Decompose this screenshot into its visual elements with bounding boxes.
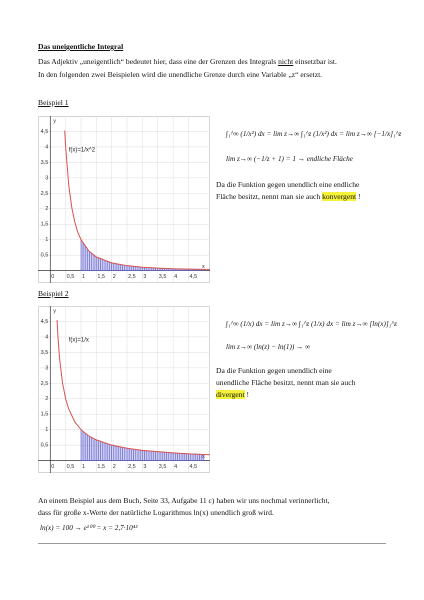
x-tick-label: 0 <box>51 464 54 470</box>
y-tick-label: 4,5 <box>41 319 49 325</box>
x-tick-label: 1 <box>82 464 85 470</box>
title: Das uneigentliche Integral <box>38 42 124 51</box>
highlight: konvergent <box>322 192 357 201</box>
formula: ∫₁^∞ (1/x²) dx = lim z→∞ ∫₁^z (1/x²) dx … <box>226 130 402 138</box>
x-tick-label: 0 <box>51 274 54 280</box>
chart: 0 0,5 1 1,5 2 2,5 3 3,5 4 4,5 0,5 1 1,5 2 2,5 3 3,5 4 4,5 x… <box>38 116 210 283</box>
x-tick-label: 3,5 <box>159 464 167 470</box>
x-tick-label: 4,5 <box>190 274 198 280</box>
text: An einem Beispiel aus dem Buch, Seite 33… <box>38 496 330 505</box>
x-tick-label: 3 <box>143 274 146 280</box>
plot-frame <box>38 306 210 473</box>
formula: ln(x) = 100 → e¹⁰⁰ = x = 2,7·10⁴³ <box>40 524 138 532</box>
text-line: Fläche besitzt, nennt man sie auch konve… <box>216 192 361 201</box>
formula: ∫₁^∞ (1/x) dx = lim z→∞ ∫₁^z (1/x) dx = … <box>226 320 397 328</box>
text: Da die Funktion gegen unendlich eine <box>216 366 332 375</box>
text: Da die Funktion gegen unendlich eine end… <box>216 180 360 189</box>
text: einsetzbar ist. <box>293 57 337 66</box>
y-tick-label: 4 <box>45 144 48 150</box>
y-tick-label: 1,5 <box>41 222 49 228</box>
intro-line: Das Adjektiv „uneigentlich“ bedeutet hie… <box>38 57 337 66</box>
y-tick-label: 2 <box>45 396 48 402</box>
x-tick-label: 2,5 <box>128 464 136 470</box>
text: ! <box>244 390 249 399</box>
text: Fläche besitzt, nennt man sie auch <box>216 192 323 201</box>
y-tick-label: 0,5 <box>41 253 49 259</box>
text: unendliche Fläche besitzt, nennt man sie… <box>216 378 356 387</box>
y-tick-label: 3,5 <box>41 160 49 166</box>
x-tick-label: 2,5 <box>128 274 136 280</box>
text-line: Da die Funktion gegen unendlich eine end… <box>216 180 359 189</box>
x-tick-label: 0,5 <box>67 274 75 280</box>
x-tick-label: 2 <box>113 464 116 470</box>
x-tick-label: 2 <box>113 274 116 280</box>
plot-frame <box>38 116 210 283</box>
text: In den folgenden zwei Beispielen wird di… <box>38 70 323 79</box>
y-tick-label: 3,5 <box>41 350 49 356</box>
y-tick-label: 0,5 <box>41 443 49 449</box>
y-tick-label: 3 <box>45 175 48 181</box>
curve-label: f(x)=1/x <box>69 338 89 344</box>
x-axis-label: x <box>202 264 205 270</box>
text: ! <box>356 192 361 201</box>
y-tick-label: 2,5 <box>41 381 49 387</box>
y-tick-label: 1 <box>45 237 48 243</box>
x-tick-label: 4 <box>174 274 177 280</box>
text-line: Da die Funktion gegen unendlich eine <box>216 366 332 375</box>
text-line: divergent ! <box>216 390 249 399</box>
text-line: unendliche Fläche besitzt, nennt man sie… <box>216 378 355 387</box>
curve <box>64 130 210 270</box>
x-tick-label: 1,5 <box>97 464 105 470</box>
text: nicht <box>278 57 294 66</box>
text: dass für große x-Werte der natürliche Lo… <box>38 508 274 517</box>
x-tick-label: 0,5 <box>67 464 75 470</box>
curve-label: f(x)=1/x^2 <box>69 148 96 154</box>
y-tick-label: 1,5 <box>41 412 49 418</box>
rule <box>38 543 386 544</box>
y-axis-label: y <box>53 308 56 314</box>
intro-line: In den folgenden zwei Beispielen wird di… <box>38 70 322 79</box>
y-tick-label: 4,5 <box>41 129 49 135</box>
y-tick-label: 2,5 <box>41 191 49 197</box>
curve <box>56 319 210 456</box>
x-tick-label: 3 <box>143 464 146 470</box>
chart: 00,511,522,533,544,50,511,522,533,544,5x… <box>38 306 210 473</box>
x-tick-label: 4,5 <box>190 464 198 470</box>
heading: Beispiel 1 <box>38 98 69 107</box>
text-line: dass für große x-Werte der natürliche Lo… <box>38 508 274 517</box>
formula: lim z→∞ (−1/z + 1) = 1 → endliche Fläche <box>226 155 353 163</box>
highlight: divergent <box>216 390 245 399</box>
heading: Beispiel 2 <box>38 289 69 298</box>
y-tick-label: 1 <box>45 427 48 433</box>
y-tick-label: 3 <box>45 365 48 371</box>
x-tick-label: 1,5 <box>97 274 105 280</box>
text-line: An einem Beispiel aus dem Buch, Seite 33… <box>38 496 330 505</box>
y-axis-label: y <box>53 118 56 124</box>
text: Das Adjektiv „uneigentlich“ bedeutet hie… <box>38 57 279 66</box>
y-tick-label: 4 <box>45 334 48 340</box>
x-tick-label: 1 <box>82 274 85 280</box>
formula: lim z→∞ (ln(z) − ln(1)) → ∞ <box>226 343 311 351</box>
x-tick-label: 3,5 <box>159 274 167 280</box>
x-tick-label: 4 <box>174 464 177 470</box>
y-tick-label: 2 <box>45 206 48 212</box>
